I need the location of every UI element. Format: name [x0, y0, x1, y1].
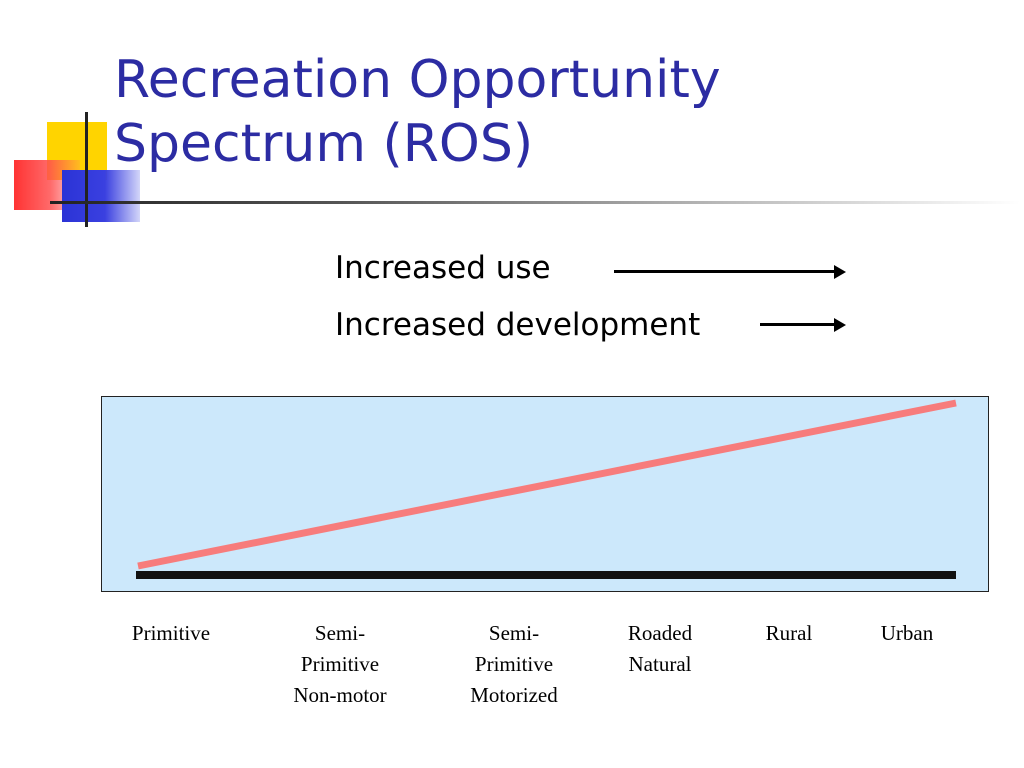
category-urban: Urban — [880, 621, 934, 645]
category-rural: Rural — [765, 621, 813, 645]
increased-development-arrow — [760, 318, 846, 332]
title-underline — [50, 201, 1020, 204]
category-semi-primitive-non-motor: Semi- Primitive Non-motor — [293, 621, 387, 707]
spectrum-panel — [101, 396, 989, 592]
decorative-vertical-line — [85, 112, 88, 227]
increased-development-label: Increased development — [335, 307, 701, 343]
slide-title: Recreation Opportunity Spectrum (ROS) — [114, 50, 721, 174]
decorative-blue-square — [62, 170, 140, 222]
category-semi-primitive-motorized: Semi- Primitive Motorized — [470, 621, 558, 707]
category-roaded-natural: Roaded Natural — [627, 621, 693, 676]
increased-use-arrow — [614, 265, 846, 279]
spectrum-graphic — [136, 399, 957, 579]
category-primitive: Primitive — [131, 621, 211, 645]
increased-use-label: Increased use — [335, 250, 551, 286]
trend-line — [137, 399, 957, 570]
